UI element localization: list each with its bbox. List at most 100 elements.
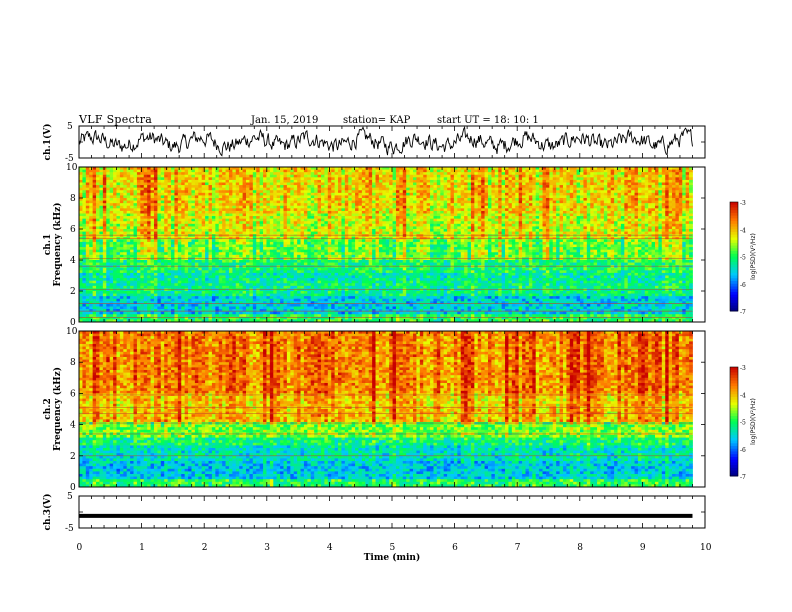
spectrogram-cell [368, 226, 373, 230]
spectrogram-cell [198, 179, 203, 183]
spectrogram-cell [597, 179, 601, 183]
spectrogram-cell [399, 200, 404, 204]
spectrogram-cell [549, 190, 554, 194]
spectrogram-cell [358, 190, 363, 194]
spectrogram-cell [116, 200, 121, 204]
spectrogram-cell [562, 177, 567, 181]
spectrogram-cell [525, 229, 530, 232]
spectrogram-cell [689, 231, 693, 235]
spectrogram-cell [136, 169, 141, 173]
spectrogram-cell [375, 185, 380, 189]
spectrogram-cell [413, 187, 417, 191]
spectrogram-cell [372, 226, 376, 230]
spectrogram-cell [246, 231, 250, 235]
spectrogram-cell [300, 172, 305, 176]
spectrogram-cell [235, 223, 240, 227]
spectrogram-cell [658, 205, 663, 209]
spectrogram-cell [487, 218, 492, 222]
spectrogram-cell [99, 172, 104, 176]
spectrogram-cell [167, 203, 172, 207]
spectrogram-cell [119, 218, 124, 222]
spectrogram-cell [263, 187, 267, 191]
spectrogram-cell [300, 192, 305, 196]
spectrogram-cell [665, 213, 670, 217]
spectrogram-cell [351, 167, 356, 170]
spectrogram-cell [198, 208, 203, 212]
spectrogram-cell [426, 208, 431, 212]
spectrogram-cell [222, 187, 226, 191]
spectrogram-cell [256, 174, 261, 178]
spectrogram-cell [549, 216, 554, 220]
spectrogram-cell [661, 167, 666, 170]
spectrogram-cell [603, 231, 608, 235]
spectrogram-cell [535, 187, 540, 191]
spectrogram-cell [406, 192, 410, 196]
spectrogram-cell [644, 182, 649, 186]
spectrogram-cell [453, 172, 458, 176]
spectrogram-cell [464, 208, 468, 212]
spectrogram-cell [528, 185, 533, 189]
spectrogram-cell [334, 223, 339, 227]
spectrogram-cell [194, 216, 199, 220]
spectrogram-cell [276, 167, 281, 170]
spectrogram-cell [375, 167, 380, 170]
spectrogram-cell [303, 203, 308, 207]
spectrogram-cell [481, 216, 485, 220]
spectrogram-cell [675, 226, 680, 230]
spectrogram-cell [361, 172, 366, 176]
spectrogram-cell [293, 192, 298, 196]
spectrogram-cell [222, 223, 226, 227]
spectrogram-cell [528, 218, 533, 222]
spectrogram-cell [116, 167, 121, 170]
spectrogram-cell [235, 167, 240, 170]
spectrogram-cell [174, 182, 179, 186]
spectrogram-cell [320, 167, 325, 170]
spectrogram-cell [443, 177, 448, 181]
spectrogram-cell [348, 203, 353, 207]
spectrogram-cell [399, 223, 404, 227]
spectrogram-cell [222, 185, 226, 189]
spectrogram-cell [246, 200, 250, 204]
spectrogram-cell [297, 172, 301, 176]
spectrogram-cell [552, 179, 557, 183]
spectrogram-cell [246, 169, 250, 173]
spectrogram-cell [413, 192, 417, 196]
spectrogram-cell [375, 198, 380, 201]
spectrogram-cell [106, 223, 111, 227]
spectrogram-cell [637, 231, 642, 235]
spectrogram-cell [280, 226, 284, 230]
spectrogram-cell [395, 187, 400, 191]
spectrogram-cell [297, 182, 301, 186]
spectrogram-cell [620, 216, 625, 220]
spectrogram-cell [522, 185, 526, 189]
spectrogram-cell [569, 169, 574, 173]
spectrogram-cell [307, 182, 312, 186]
spectrogram-cell [423, 208, 428, 212]
spectrogram-cell [252, 223, 257, 227]
spectrogram-cell [361, 195, 366, 199]
spectrogram-cell [494, 216, 499, 220]
spectrogram-cell [334, 210, 339, 214]
spectrogram-cell [525, 205, 530, 209]
spectrogram-cell [535, 208, 540, 212]
spectrogram-cell [225, 213, 230, 217]
spectrogram-cell [99, 226, 104, 230]
spectrogram-cell [119, 179, 124, 183]
spectrogram-cell [453, 200, 458, 204]
spectrogram-cell [181, 167, 186, 170]
spectrogram-cell [102, 223, 107, 227]
spectrogram-cell [511, 223, 516, 227]
spectrogram-cell [511, 205, 516, 209]
spectrogram-cell [194, 218, 199, 222]
spectrogram-cell [535, 226, 540, 230]
spectrogram-cell [631, 203, 635, 207]
spectrogram-cell [143, 169, 148, 173]
spectrogram-cell [378, 169, 383, 173]
spectrogram-cell [413, 182, 417, 186]
spectrogram-cell [556, 205, 560, 209]
spectrogram-cell [276, 185, 281, 189]
spectrogram-cell [481, 234, 485, 238]
spectrogram-cell [542, 208, 547, 212]
spectrogram-cell [208, 218, 213, 222]
spectrogram-cell [433, 177, 438, 181]
